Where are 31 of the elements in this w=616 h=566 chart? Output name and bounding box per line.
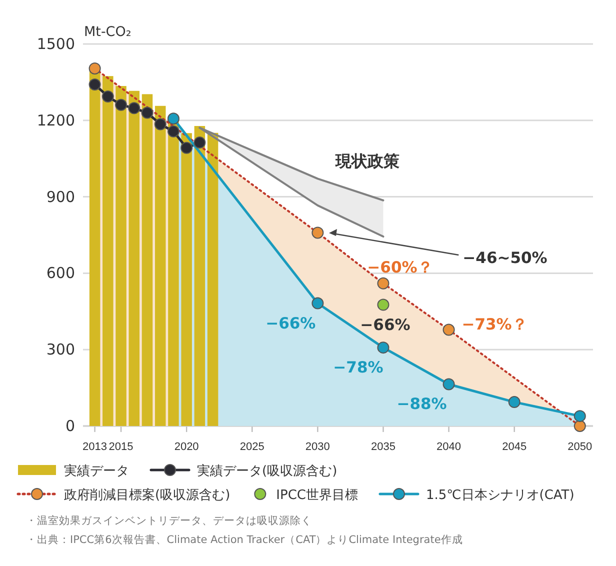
y-axis-title: Mt-CO₂ <box>84 24 132 40</box>
legend-label: IPCC世界目標 <box>276 488 358 503</box>
x-tick-label: 2040 <box>436 441 462 453</box>
x-tick-label: 2020 <box>174 441 199 453</box>
y-tick-label: 1200 <box>36 111 75 130</box>
legend-label: 政府削減目標案(吸収源含む) <box>64 487 230 503</box>
text: ・温室効果ガスインベントリデータ、データは吸収源除く <box>26 514 312 527</box>
annotation: −73%？ <box>462 316 528 334</box>
annotation: −46~50% <box>462 249 548 267</box>
x-tick-label: 2030 <box>305 441 330 453</box>
x-tick-label: 2035 <box>370 441 396 453</box>
legend-label: 実績データ <box>64 463 129 479</box>
legend-label: 実績データ(吸収源含む) <box>197 463 338 479</box>
x-tick-label: 2045 <box>502 441 527 453</box>
y-tick-label: 600 <box>46 264 75 282</box>
annotation: −78% <box>333 358 384 377</box>
annotation: −88% <box>396 395 448 414</box>
x-tick-label: 2025 <box>240 441 264 453</box>
y-tick-label: 1500 <box>36 35 75 53</box>
x-tick-label: 2015 <box>108 441 134 453</box>
y-tick-label: 300 <box>46 340 75 359</box>
annotation: −60%？ <box>367 258 434 276</box>
y-tick-label: 0 <box>65 417 75 435</box>
annotation: −66% <box>266 314 316 332</box>
x-tick-label: 2013 <box>82 441 108 453</box>
legend-label: 1.5℃日本シナリオ(CAT) <box>426 488 574 503</box>
x-tick-label: 2050 <box>568 441 592 453</box>
series-label: 現状政策 <box>334 152 400 171</box>
annotation: −66% <box>360 316 411 334</box>
y-tick-label: 900 <box>46 188 75 206</box>
text: ・出典：IPCC第6次報告書、Climate Action Tracker（CAT）よりClimate Integrate作成 <box>26 533 463 546</box>
